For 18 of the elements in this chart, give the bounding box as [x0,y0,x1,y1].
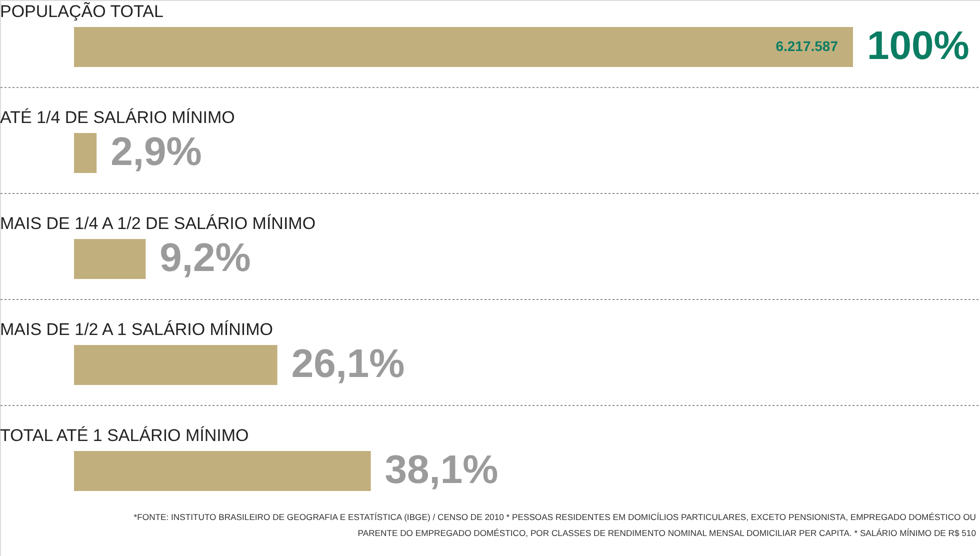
bar [74,345,278,385]
y-tick-label: TOTAL ATÉ 1 SALÁRIO MÍNIMO [0,426,249,445]
annotation: PARENTE DO EMPREGADO DOMÉSTICO, POR CLASSES DE RENDIMENTO NOMINAL MENSAL DOMICILIAR PER CAPITA. * SALÁRIO MÍNIMO DE R$ 510 [358,528,976,538]
y-tick-label: ATÉ 1/4 DE SALÁRIO MÍNIMO [0,108,235,127]
data-label: 38,1% [384,448,498,492]
y-tick-label: POPULAÇÃO TOTAL [0,2,164,21]
annotation: 6.217.587 [776,38,838,54]
annotation: *FONTE: INSTITUTO BRASILEIRO DE GEOGRAFIA E ESTATÍSTICA (IBGE) / CENSO DE 2010 * PESSOAS RESIDENTES EM DOMICÍLIOS PARTICULARES, EXCETO PENSIONISTA, EMPREGADO DOMÉSTICO OU [134,512,976,522]
bar [74,451,371,491]
y-tick-label: MAIS DE 1/2 A 1 SALÁRIO MÍNIMO [0,320,274,339]
bar [74,133,97,173]
bar [74,239,146,279]
data-label: 9,2% [160,236,251,280]
y-tick-label: MAIS DE 1/4 A 1/2 DE SALÁRIO MÍNIMO [0,214,316,233]
data-label: 26,1% [291,342,405,386]
bar [74,27,853,67]
data-label: 100% [867,24,970,68]
data-label: 2,9% [110,130,202,174]
